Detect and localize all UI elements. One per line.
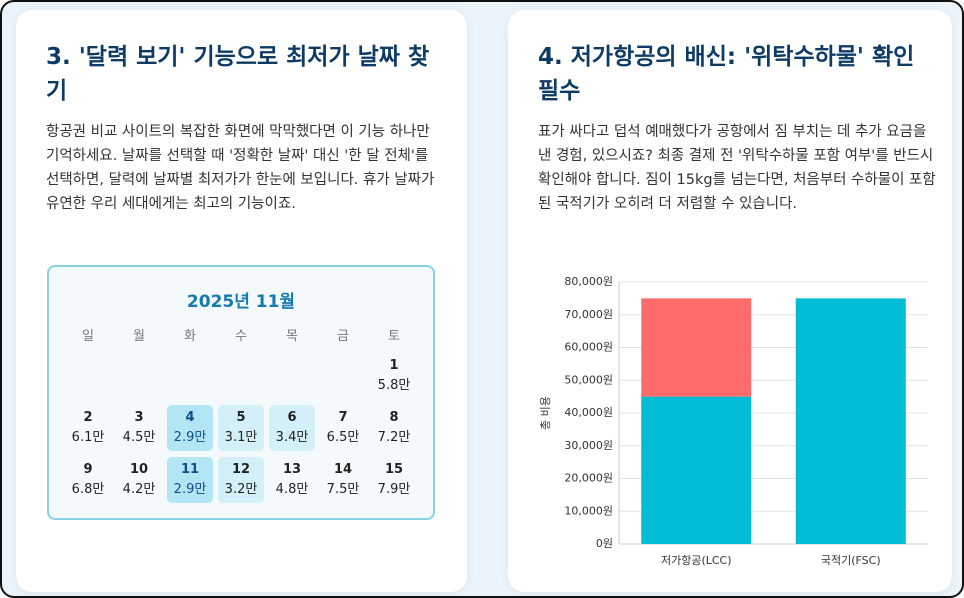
day-number: 3: [134, 410, 144, 425]
y-tick-label: 60,000원: [564, 341, 613, 354]
weekday: 금: [337, 329, 349, 344]
x-tick-label: 저가항공(LCC): [661, 554, 732, 567]
weekday: 토: [388, 329, 400, 344]
day-cell: 11 2.9만: [167, 457, 213, 503]
bar-segment: [795, 298, 906, 544]
y-tick-label: 50,000원: [564, 373, 613, 386]
day-number: 1: [389, 358, 399, 373]
y-tick-label: 20,000원: [564, 472, 613, 485]
y-tick-label: 30,000원: [564, 439, 613, 452]
card-title: 4. 저가항공의 배신: '위탁수하물' 확인 필수: [538, 44, 915, 104]
day-number: 14: [333, 462, 353, 477]
day-number: 6: [287, 410, 297, 425]
day-price: 7.5만: [326, 482, 360, 497]
x-tick-label: 국적기(FSC): [821, 554, 881, 567]
day-cell: 13 4.8만: [269, 457, 315, 503]
day-price: 2.9만: [173, 430, 207, 445]
weekday: 수: [235, 329, 247, 344]
day-cell: 10 4.2만: [116, 457, 162, 503]
bar-segment: [641, 298, 752, 397]
y-axis-label: 총 비용: [539, 396, 552, 430]
day-cell: 2 6.1만: [65, 405, 111, 451]
chart: 총 비용 0원 10,000원 20,000원 30,000원 40,000원 50,00…: [539, 275, 928, 567]
day-cell: 3 4.5만: [116, 405, 162, 451]
day-price: 5.8만: [377, 378, 411, 393]
day-number: 12: [231, 462, 251, 477]
card-body: 표가 싸다고 덥석 예매했다가 공항에서 짐 부치는 데 추가 요금을 낸 경험…: [538, 124, 936, 212]
day-price: 4.8만: [275, 482, 309, 497]
day-number: 2: [83, 410, 93, 425]
day-number: 4: [185, 410, 195, 425]
y-tick-label: 0원: [596, 537, 613, 550]
day-price: 4.2만: [122, 482, 156, 497]
day-price: 6.8만: [71, 482, 105, 497]
weekday: 일: [82, 329, 94, 344]
day-price: 6.1만: [71, 430, 105, 445]
day-price: 3.1만: [224, 430, 258, 445]
card: 3. '달력 보기' 기능으로 최저가 날짜 찾기 항공권 비교 사이트의 복잡…: [16, 10, 467, 592]
calendar: 2025년 11월 일 월 화 수 목 금 토 1 5.8만 2 6.1만 3 4.5만 4 2.9만 5 3.…: [47, 265, 435, 520]
day-cell: 8 7.2만: [371, 405, 417, 451]
day-cell: 6 3.4만: [269, 405, 315, 451]
y-tick-label: 40,000원: [564, 406, 613, 419]
day-number: 9: [83, 462, 93, 477]
day-price: 6.5만: [326, 430, 360, 445]
calendar-title: 2025년 11월: [186, 292, 296, 312]
day-number: 5: [236, 410, 246, 425]
card: 4. 저가항공의 배신: '위탁수하물' 확인 필수 표가 싸다고 덥석 예매했…: [508, 10, 952, 592]
day-cell: 4 2.9만: [167, 405, 213, 451]
day-number: 13: [282, 462, 302, 477]
day-price: 2.9만: [173, 482, 207, 497]
day-price: 7.2만: [377, 430, 411, 445]
day-cell: 7 6.5만: [320, 405, 366, 451]
day-price: 3.4만: [275, 430, 309, 445]
day-price: 3.2만: [224, 482, 258, 497]
day-number: 7: [338, 410, 348, 425]
day-number: 8: [389, 410, 399, 425]
day-cell: 15 7.9만: [371, 457, 417, 503]
day-number: 10: [129, 462, 149, 477]
weekday: 월: [133, 329, 145, 344]
day-cell: 5 3.1만: [218, 405, 264, 451]
day-cell: 1 5.8만: [371, 353, 417, 399]
y-tick-label: 10,000원: [564, 504, 613, 517]
weekday: 화: [184, 329, 196, 344]
day-cell: 14 7.5만: [320, 457, 366, 503]
weekday: 목: [286, 329, 298, 344]
card-title: 3. '달력 보기' 기능으로 최저가 날짜 찾기: [46, 44, 430, 104]
day-price: 7.9만: [377, 482, 411, 497]
card-body: 항공권 비교 사이트의 복잡한 화면에 막막했다면 이 기능 하나만 기억하세요…: [46, 124, 435, 212]
bar-segment: [641, 396, 752, 544]
day-price: 4.5만: [122, 430, 156, 445]
day-number: 11: [180, 462, 200, 477]
y-tick-label: 70,000원: [564, 308, 613, 321]
day-cell: 9 6.8만: [65, 457, 111, 503]
day-cell: 12 3.2만: [218, 457, 264, 503]
y-tick-label: 80,000원: [564, 275, 613, 288]
day-number: 15: [384, 462, 404, 477]
